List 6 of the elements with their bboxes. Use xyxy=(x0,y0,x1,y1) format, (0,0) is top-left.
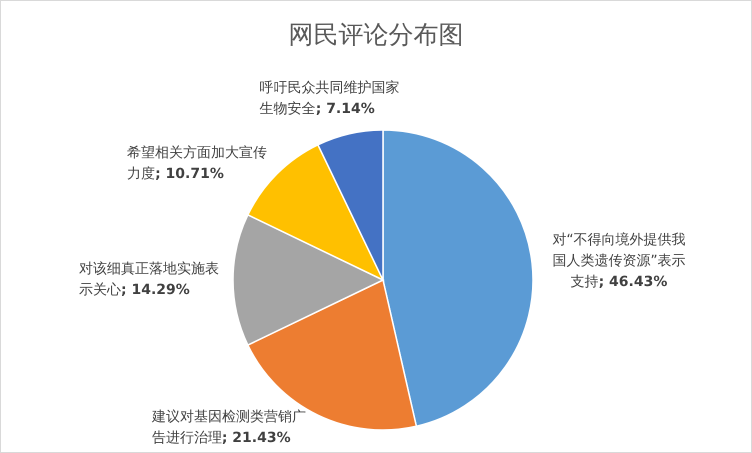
data-label: ; 14.29% xyxy=(121,282,190,298)
data-label: ; 10.71% xyxy=(155,166,224,182)
chart-title: 网民评论分布图 xyxy=(288,19,464,51)
data-label: ; 7.14% xyxy=(316,101,375,118)
data-label: ; 46.43% xyxy=(598,274,668,290)
data-label: ; 21.43% xyxy=(222,430,291,446)
